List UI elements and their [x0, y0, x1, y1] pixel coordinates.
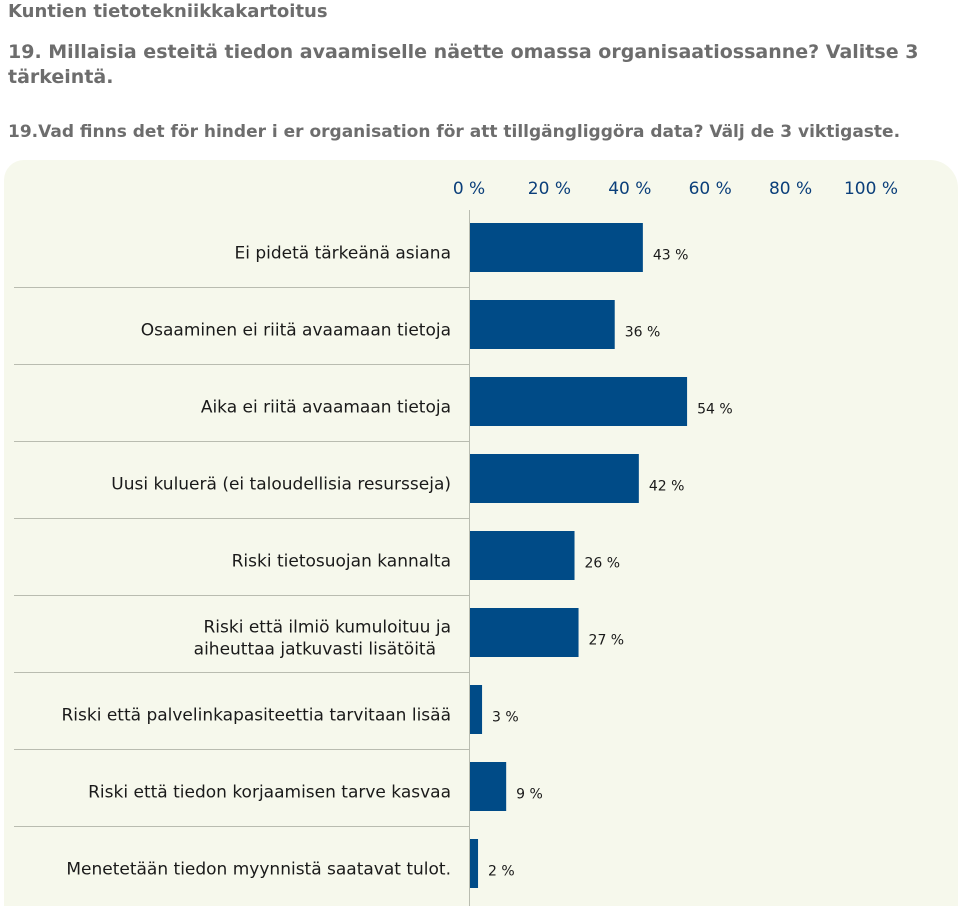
data-label: 27 % — [589, 633, 625, 649]
app-title: Kuntien tietotekniikkakartoitus — [8, 1, 328, 22]
bar — [470, 377, 688, 426]
bar — [470, 223, 643, 272]
x-tick-label: 20 % — [528, 179, 571, 199]
x-tick-label: 60 % — [689, 179, 732, 199]
bar — [470, 608, 579, 657]
question-finnish: 19. Millaisia esteitä tiedon avaamiselle… — [8, 41, 919, 88]
bar — [470, 300, 615, 349]
x-tick-label: 40 % — [608, 179, 651, 199]
category-label: Aika ei riitä avaamaan tietoja — [201, 398, 451, 418]
category-label: Ei pidetä tärkeänä asiana — [234, 244, 451, 264]
data-label: 54 % — [697, 402, 733, 418]
bar — [470, 685, 483, 734]
category-label: Riski tietosuojan kannalta — [232, 552, 451, 572]
category-label: Menetetään tiedon myynnistä saatavat tul… — [66, 860, 451, 880]
bar — [470, 531, 575, 580]
chart-panel: 0 % 20 % 40 % 60 % 80 % 100 % Ei pidetä tärkeä… — [4, 160, 958, 906]
bar — [470, 454, 639, 503]
x-tick-label: 0 % — [453, 179, 485, 199]
bar — [470, 839, 479, 888]
bar — [470, 762, 507, 811]
category-label: Riski että palvelinkapasiteettia tarvita… — [61, 706, 451, 726]
data-label: 43 % — [653, 248, 689, 264]
category-label: Riski että ilmiö kumuloituu ja aiheuttaa … — [194, 618, 451, 660]
data-label: 36 % — [625, 325, 661, 341]
category-label: Riski että tiedon korjaamisen tarve kasv… — [88, 783, 451, 803]
data-label: 42 % — [649, 479, 685, 495]
data-label: 3 % — [492, 710, 519, 726]
question-swedish: 19.Vad finns det för hinder i er organis… — [8, 122, 901, 142]
x-tick-label: 100 % — [844, 179, 898, 199]
x-tick-label: 80 % — [769, 179, 812, 199]
data-label: 9 % — [516, 787, 543, 803]
data-label: 26 % — [585, 556, 621, 572]
category-label: Uusi kuluerä (ei taloudellisia resurssej… — [111, 475, 451, 495]
category-label: Osaaminen ei riitä avaamaan tietoja — [141, 321, 451, 341]
bar-chart: 0 % 20 % 40 % 60 % 80 % 100 % Ei pidetä tärkeä… — [14, 179, 898, 906]
data-label: 2 % — [488, 864, 515, 880]
